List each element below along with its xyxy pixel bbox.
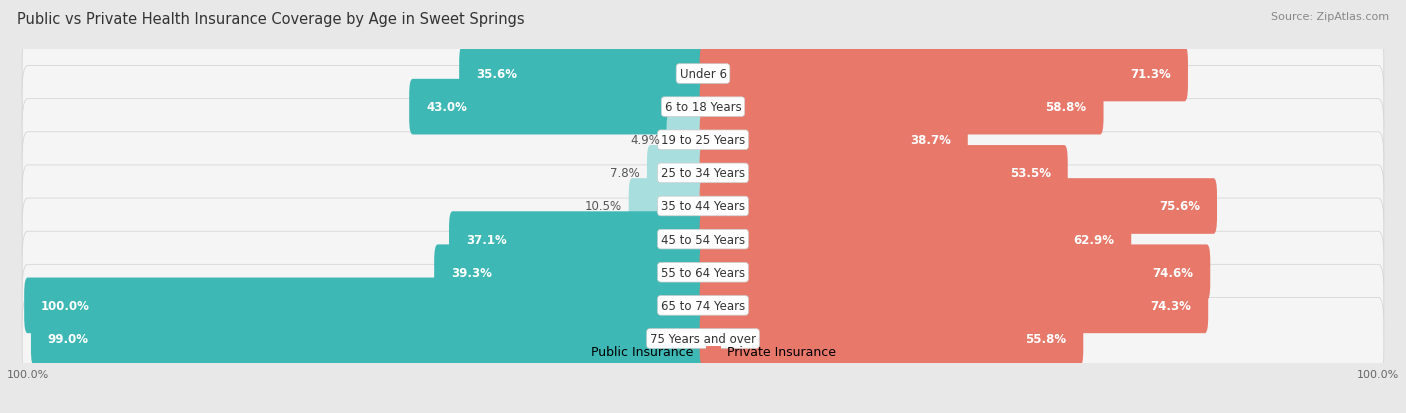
FancyBboxPatch shape bbox=[22, 33, 1384, 115]
FancyBboxPatch shape bbox=[434, 245, 706, 300]
Text: 71.3%: 71.3% bbox=[1130, 68, 1171, 81]
Text: 38.7%: 38.7% bbox=[910, 134, 950, 147]
FancyBboxPatch shape bbox=[22, 100, 1384, 181]
Text: 4.9%: 4.9% bbox=[630, 134, 659, 147]
FancyBboxPatch shape bbox=[647, 146, 706, 201]
Text: Under 6: Under 6 bbox=[679, 68, 727, 81]
FancyBboxPatch shape bbox=[24, 278, 706, 333]
Text: 99.0%: 99.0% bbox=[48, 332, 89, 345]
FancyBboxPatch shape bbox=[700, 47, 1188, 102]
FancyBboxPatch shape bbox=[666, 113, 706, 168]
Text: 74.3%: 74.3% bbox=[1150, 299, 1191, 312]
FancyBboxPatch shape bbox=[700, 311, 1083, 366]
FancyBboxPatch shape bbox=[700, 212, 1132, 267]
FancyBboxPatch shape bbox=[31, 311, 706, 366]
Text: 55.8%: 55.8% bbox=[1025, 332, 1066, 345]
Text: 43.0%: 43.0% bbox=[426, 101, 467, 114]
FancyBboxPatch shape bbox=[22, 199, 1384, 280]
FancyBboxPatch shape bbox=[22, 66, 1384, 148]
FancyBboxPatch shape bbox=[700, 80, 1104, 135]
FancyBboxPatch shape bbox=[449, 212, 706, 267]
Text: 7.8%: 7.8% bbox=[610, 167, 640, 180]
Text: 35 to 44 Years: 35 to 44 Years bbox=[661, 200, 745, 213]
FancyBboxPatch shape bbox=[628, 179, 706, 234]
FancyBboxPatch shape bbox=[22, 265, 1384, 347]
FancyBboxPatch shape bbox=[22, 166, 1384, 247]
Text: 58.8%: 58.8% bbox=[1046, 101, 1087, 114]
Text: Public vs Private Health Insurance Coverage by Age in Sweet Springs: Public vs Private Health Insurance Cover… bbox=[17, 12, 524, 27]
Text: 55 to 64 Years: 55 to 64 Years bbox=[661, 266, 745, 279]
Text: 45 to 54 Years: 45 to 54 Years bbox=[661, 233, 745, 246]
Text: Source: ZipAtlas.com: Source: ZipAtlas.com bbox=[1271, 12, 1389, 22]
FancyBboxPatch shape bbox=[22, 133, 1384, 214]
FancyBboxPatch shape bbox=[460, 47, 706, 102]
Text: 25 to 34 Years: 25 to 34 Years bbox=[661, 167, 745, 180]
FancyBboxPatch shape bbox=[22, 298, 1384, 380]
Text: 37.1%: 37.1% bbox=[465, 233, 506, 246]
Text: 39.3%: 39.3% bbox=[451, 266, 492, 279]
Text: 10.5%: 10.5% bbox=[585, 200, 621, 213]
Text: 65 to 74 Years: 65 to 74 Years bbox=[661, 299, 745, 312]
FancyBboxPatch shape bbox=[22, 232, 1384, 313]
FancyBboxPatch shape bbox=[700, 245, 1211, 300]
Text: 35.6%: 35.6% bbox=[477, 68, 517, 81]
Text: 53.5%: 53.5% bbox=[1010, 167, 1050, 180]
FancyBboxPatch shape bbox=[700, 146, 1067, 201]
Text: 62.9%: 62.9% bbox=[1073, 233, 1115, 246]
FancyBboxPatch shape bbox=[409, 80, 706, 135]
Text: 6 to 18 Years: 6 to 18 Years bbox=[665, 101, 741, 114]
Text: 74.6%: 74.6% bbox=[1153, 266, 1194, 279]
Text: 100.0%: 100.0% bbox=[41, 299, 90, 312]
Legend: Public Insurance, Private Insurance: Public Insurance, Private Insurance bbox=[565, 341, 841, 363]
Text: 75.6%: 75.6% bbox=[1159, 200, 1201, 213]
Text: 75 Years and over: 75 Years and over bbox=[650, 332, 756, 345]
Text: 19 to 25 Years: 19 to 25 Years bbox=[661, 134, 745, 147]
FancyBboxPatch shape bbox=[700, 113, 967, 168]
FancyBboxPatch shape bbox=[700, 179, 1218, 234]
FancyBboxPatch shape bbox=[700, 278, 1208, 333]
